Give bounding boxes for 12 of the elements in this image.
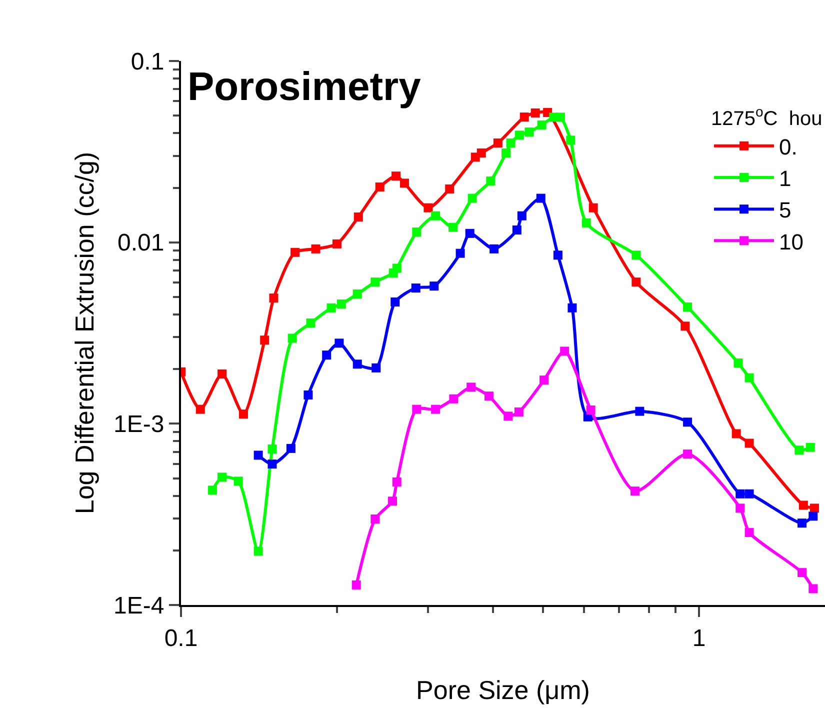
legend-label: 5 (779, 198, 792, 223)
legend-label: 1 (779, 166, 792, 192)
y-tick-label: 1E-3 (113, 411, 164, 438)
y-tick-label: 0.1 (130, 48, 164, 76)
legend-label: 10 (779, 229, 804, 254)
legend-label: 0. (779, 134, 798, 160)
x-axis-title: Pore Size (μm) (416, 675, 590, 705)
chart-title: Porosimetry (187, 64, 422, 109)
y-tick-label: 1E-4 (113, 592, 164, 620)
y-axis-title: Log Differential Extrusion (cc/g) (69, 152, 100, 514)
legend-title: 1275$^{o}$C hou (711, 104, 822, 130)
y-tick-label: 0.01 (117, 230, 164, 257)
